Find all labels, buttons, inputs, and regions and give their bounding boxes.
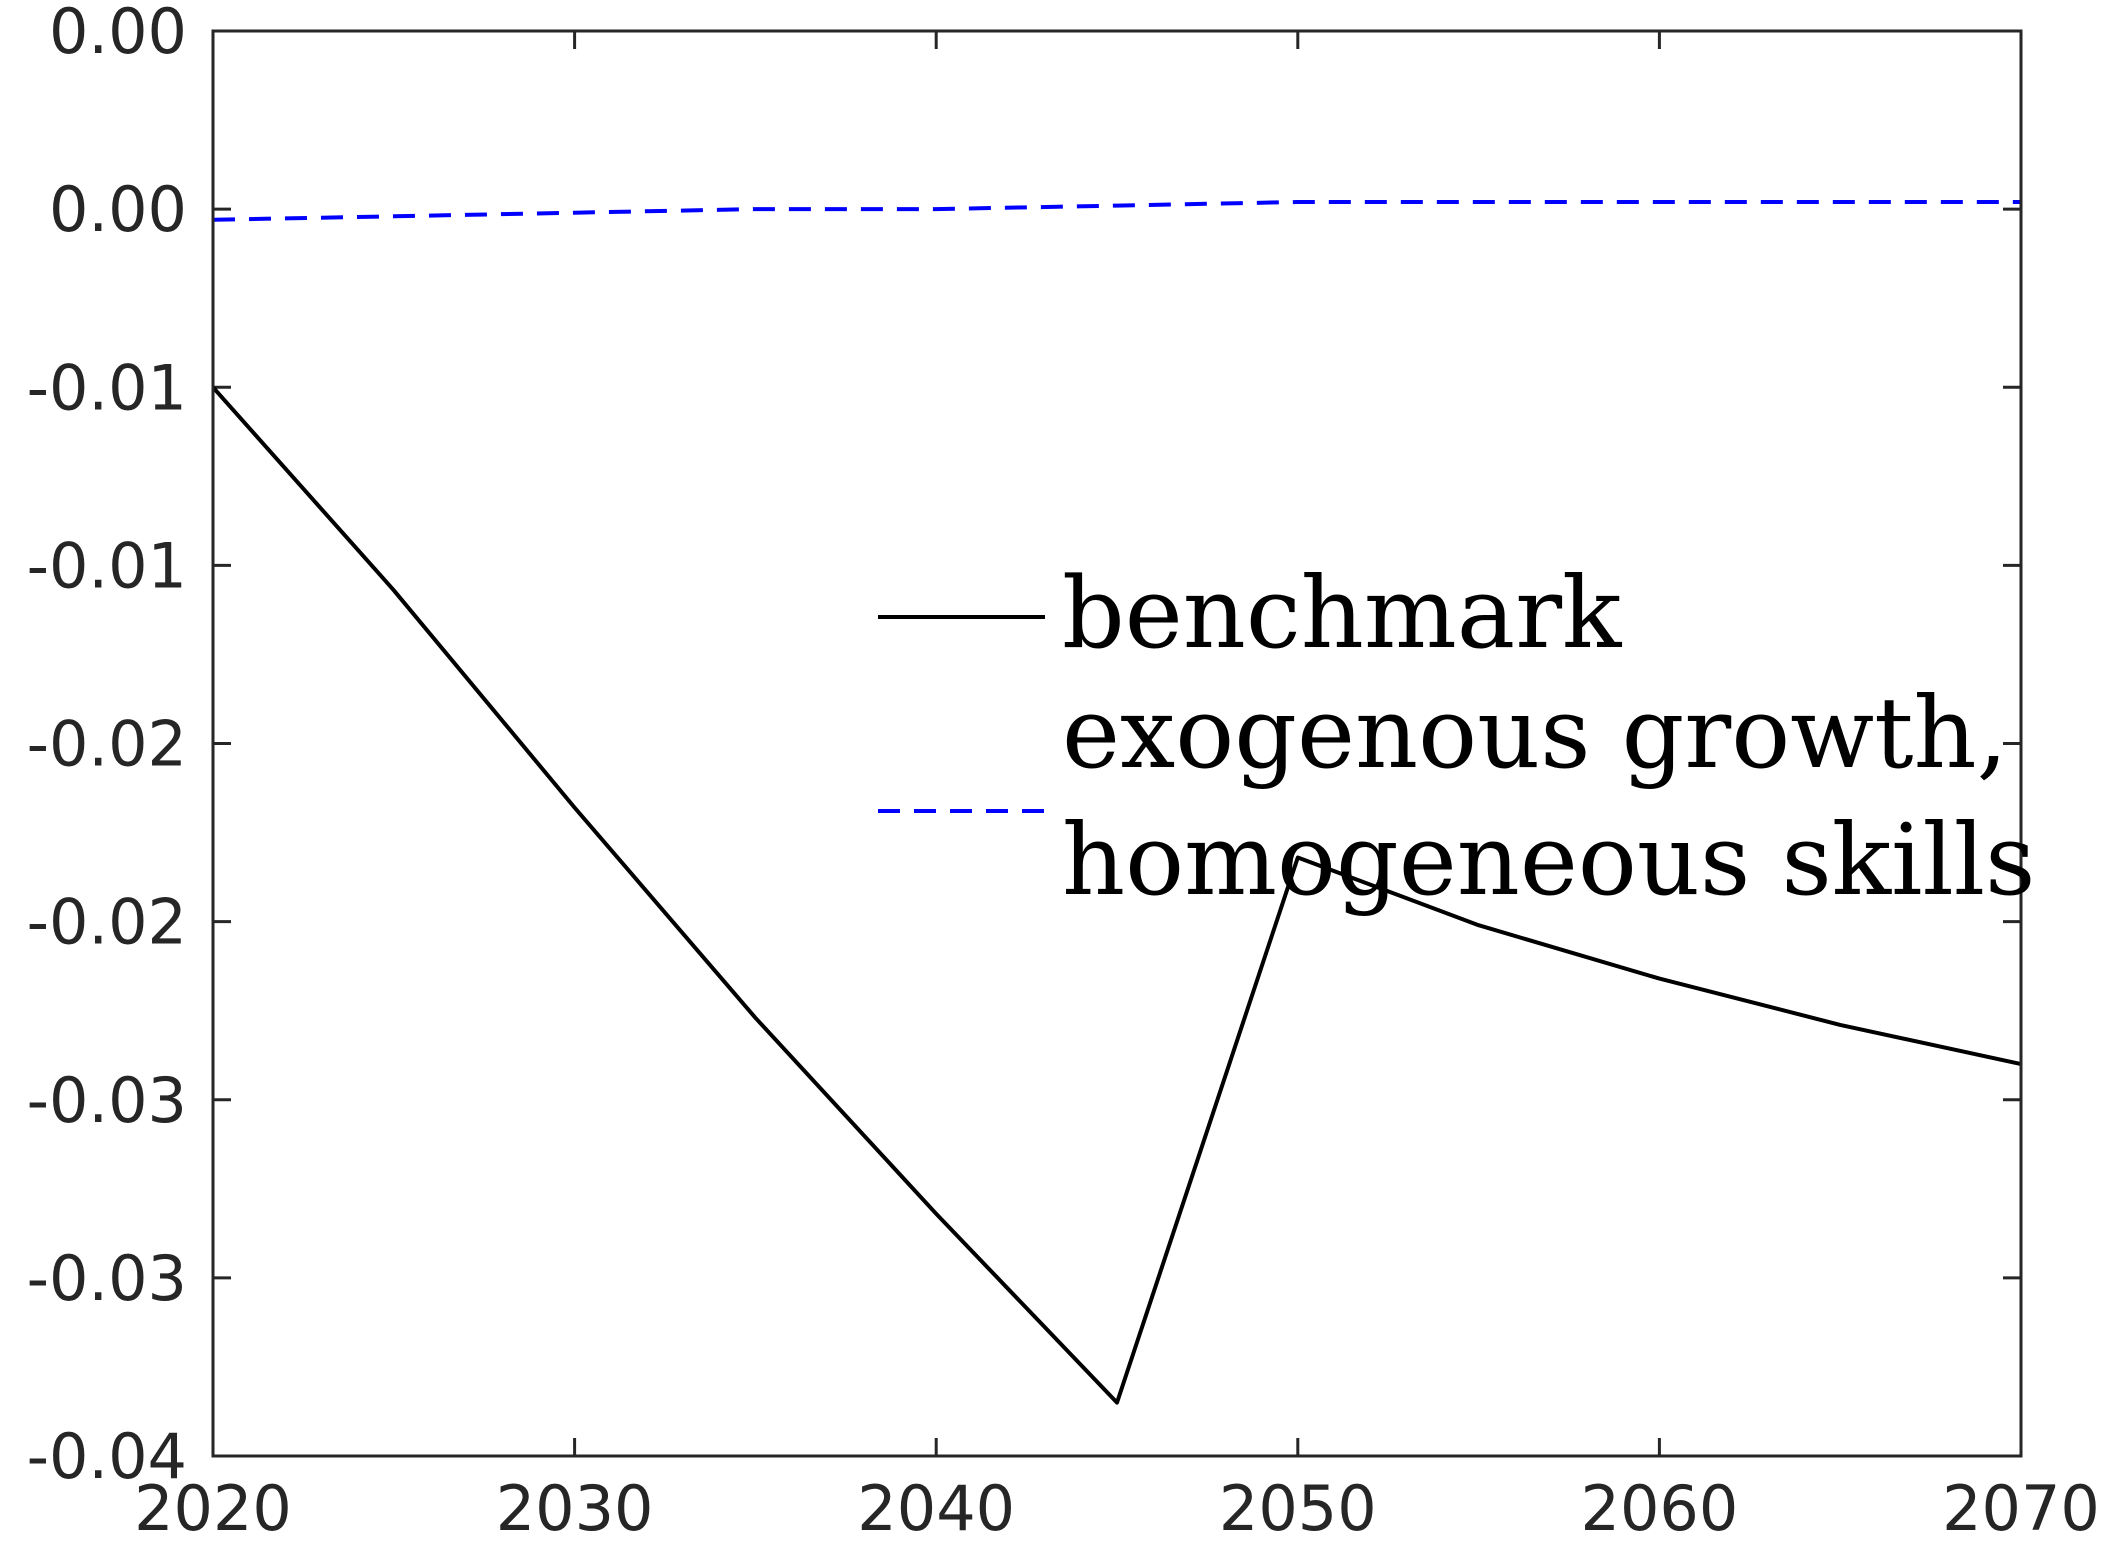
y-tick-label: -0.01 <box>27 351 187 424</box>
x-tick-label: 2040 <box>857 1472 1015 1545</box>
y-tick-label: -0.02 <box>27 708 187 781</box>
legend-label-exogenous-growth-line1: exogenous growth, <box>1062 677 2008 791</box>
x-tick-label: 2070 <box>1942 1472 2100 1545</box>
y-tick-label: 0.00 <box>49 173 187 246</box>
y-tick-label: 0.00 <box>49 0 187 68</box>
y-tick-label: -0.02 <box>27 886 187 959</box>
legend-label-benchmark: benchmark <box>1062 557 1623 671</box>
legend: benchmark exogenous growth, homogeneous … <box>878 557 2035 918</box>
y-tick-label: -0.01 <box>27 529 187 602</box>
series-line-benchmark <box>211 385 2022 1405</box>
series-layer <box>211 200 2022 1405</box>
y-tick-label: -0.03 <box>27 1064 187 1137</box>
series-line-exogenous-growth <box>212 200 2021 222</box>
plot-area-frame <box>211 29 2023 1458</box>
x-tick-label: 2050 <box>1219 1472 1377 1545</box>
y-tick-label: -0.03 <box>27 1242 187 1315</box>
y-tick-label: -0.04 <box>27 1420 187 1493</box>
x-tick-label: 2020 <box>134 1472 292 1545</box>
axes: 2020 2030 2040 2050 2060 2070 -0.04 -0.03 -0.03 -… <box>27 0 2100 1545</box>
legend-label-exogenous-growth-line2: homogeneous skills <box>1062 804 2035 918</box>
x-tick-label: 2060 <box>1581 1472 1739 1545</box>
x-tick-label: 2030 <box>496 1472 654 1545</box>
